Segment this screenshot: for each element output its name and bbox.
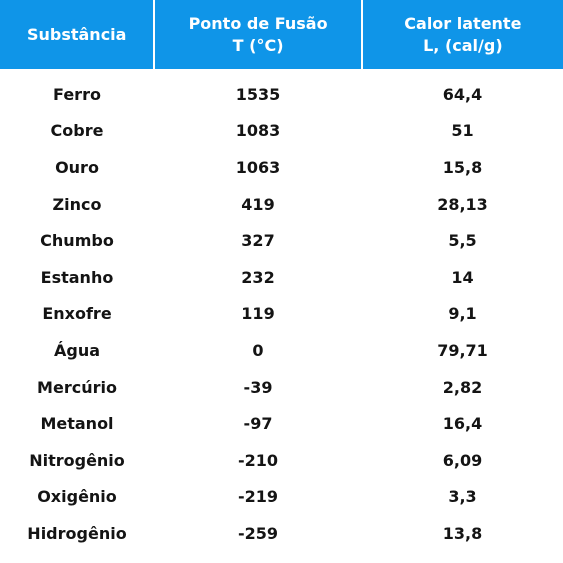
cell-latent-heat: 16,4 (442, 414, 483, 434)
cell-melting-point: 119 (241, 304, 275, 324)
table-row: Oxigênio -219 3,3 (0, 479, 563, 516)
table-row: Chumbo 327 5,5 (0, 222, 563, 259)
cell-melting-point: 1535 (235, 84, 281, 104)
cell-substance: Água (53, 340, 101, 360)
table-row: Cobre 1083 51 (0, 113, 563, 150)
header-melting-point-label: Ponto de Fusão (188, 13, 328, 33)
cell-substance: Estanho (40, 267, 114, 287)
cell-melting-point: 327 (241, 231, 275, 251)
cell-melting-point: 419 (241, 194, 275, 214)
cell-latent-heat: 28,13 (437, 194, 488, 214)
cell-latent-heat: 15,8 (442, 157, 483, 177)
cell-melting-point: -210 (237, 450, 279, 470)
table-row: Hidrogênio -259 13,8 (0, 515, 563, 552)
cell-substance: Mercúrio (37, 377, 117, 397)
cell-substance: Ferro (53, 84, 101, 104)
cell-latent-heat: 13,8 (442, 523, 483, 543)
cell-melting-point: 1083 (235, 121, 281, 141)
table-row: Enxofre 119 9,1 (0, 296, 563, 333)
table-row: Nitrogênio -210 6,09 (0, 442, 563, 479)
cell-melting-point: -39 (243, 377, 273, 397)
cell-melting-point: -219 (237, 487, 279, 507)
cell-latent-heat: 3,3 (448, 487, 477, 507)
cell-latent-heat: 5,5 (448, 231, 477, 251)
header-melting-point: Ponto de Fusão T (°C) (153, 0, 360, 69)
cell-substance: Hidrogênio (27, 523, 127, 543)
table-row: Ouro 1063 15,8 (0, 149, 563, 186)
cell-substance: Enxofre (42, 304, 112, 324)
cell-latent-heat: 2,82 (442, 377, 483, 397)
cell-melting-point: -97 (243, 414, 273, 434)
header-substance-label: Substância (26, 24, 127, 44)
header-substance: Substância (0, 0, 153, 69)
cell-melting-point: 232 (241, 267, 275, 287)
table-row: Água 0 79,71 (0, 332, 563, 369)
header-latent-heat: Calor latente L, (cal/g) (360, 0, 563, 69)
cell-latent-heat: 64,4 (442, 84, 483, 104)
cell-substance: Oxigênio (37, 487, 117, 507)
header-latent-heat-unit: L, (cal/g) (423, 35, 503, 55)
cell-latent-heat: 9,1 (448, 304, 477, 324)
table-row: Metanol -97 16,4 (0, 405, 563, 442)
table-body: Ferro 1535 64,4 Cobre 1083 51 Ouro 1063 … (0, 69, 563, 552)
cell-melting-point: -259 (237, 523, 279, 543)
cell-substance: Cobre (50, 121, 104, 141)
cell-substance: Nitrogênio (29, 450, 125, 470)
table-row: Zinco 419 28,13 (0, 186, 563, 223)
cell-substance: Metanol (40, 414, 114, 434)
table-row: Mercúrio -39 2,82 (0, 369, 563, 406)
cell-substance: Chumbo (40, 231, 114, 251)
header-latent-heat-label: Calor latente (404, 13, 522, 33)
cell-melting-point: 0 (252, 340, 264, 360)
cell-substance: Ouro (55, 157, 99, 177)
table-row: Estanho 232 14 (0, 259, 563, 296)
cell-latent-heat: 79,71 (437, 340, 488, 360)
table-row: Ferro 1535 64,4 (0, 76, 563, 113)
header-melting-point-unit: T (°C) (232, 35, 284, 55)
table-header: Substância Ponto de Fusão T (°C) Calor l… (0, 0, 563, 69)
cell-latent-heat: 51 (451, 121, 474, 141)
cell-melting-point: 1063 (235, 157, 281, 177)
cell-substance: Zinco (52, 194, 102, 214)
cell-latent-heat: 14 (451, 267, 474, 287)
cell-latent-heat: 6,09 (442, 450, 483, 470)
